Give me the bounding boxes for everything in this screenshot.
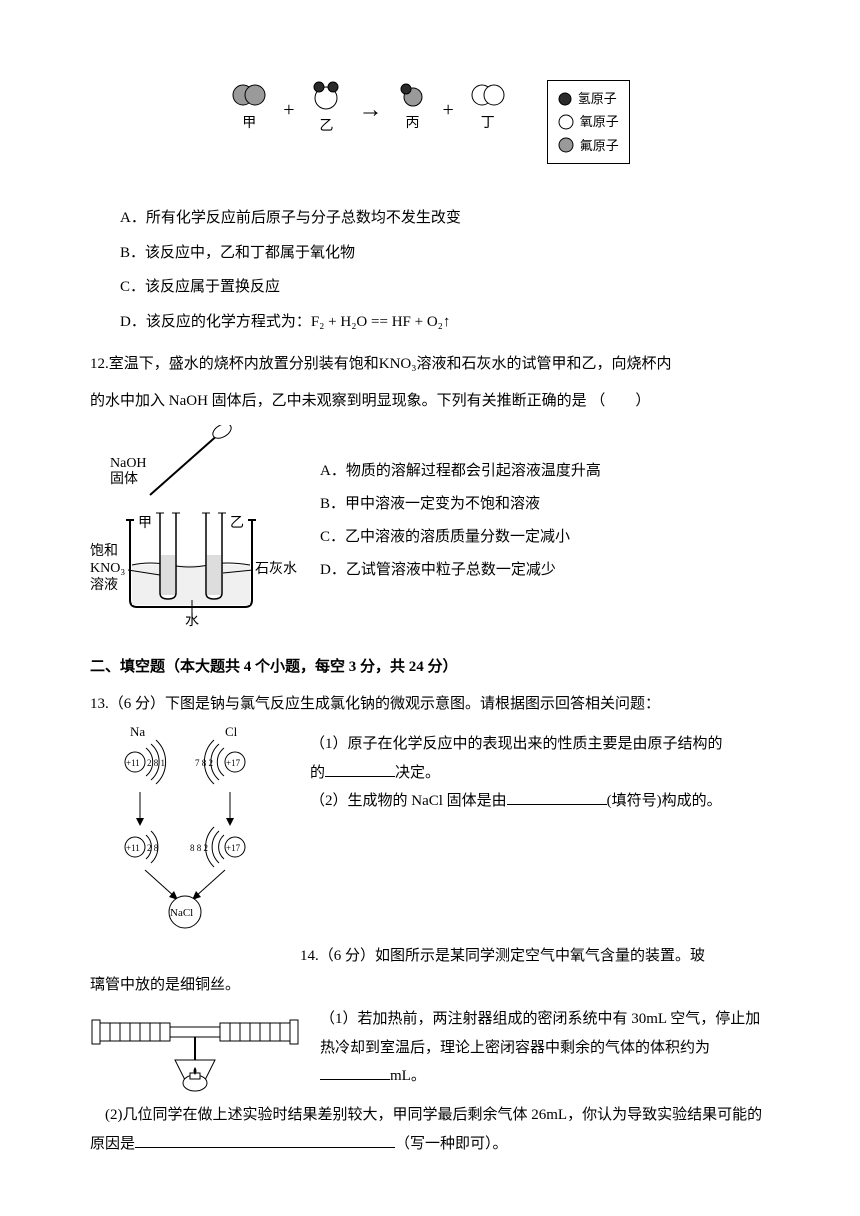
q11-option-a: A．所有化学反应前后原子与分子总数均不发生改变 (120, 204, 770, 233)
label-water: 水 (185, 613, 199, 629)
svg-text:Cl: Cl (225, 724, 238, 739)
legend-hydrogen: 氢原子 (558, 87, 619, 110)
svg-text:+11: +11 (126, 758, 140, 768)
q12-block: NaOH 固体 甲 乙 饱和 KNO₃ 溶液 石灰水 水 A．物质的溶解过程都会… (90, 425, 770, 635)
q14-lead: 14.（6 分）如图所示是某同学测定空气中氧气含量的装置。玻 (300, 948, 705, 964)
label-saturated: 饱和 (90, 543, 118, 559)
plus-sign-2: + (442, 91, 453, 129)
svg-text:+17: +17 (226, 843, 241, 853)
q13-part1: （1）原子在化学反应中的表现出来的性质主要是由原子结构的的决定。 (310, 730, 770, 787)
h2o-molecule-icon (309, 80, 343, 110)
f2-molecule-icon (230, 83, 268, 107)
fluorine-atom-icon (558, 137, 574, 153)
molecule-bing: 丙 (397, 83, 427, 138)
q14-block: （1）若加热前，两注射器组成的密闭系统中有 30mL 空气，停止加热冷却到室温后… (90, 1005, 770, 1095)
svg-text:7 8 2: 7 8 2 (195, 758, 213, 768)
q12-stem-1: 12.室温下，盛水的烧杯内放置分别装有饱和KNO₃溶液和石灰水的试管甲和乙，向烧… (90, 350, 770, 379)
svg-text:+17: +17 (226, 758, 241, 768)
blank-q13-1[interactable] (325, 762, 395, 777)
q14-lead2: 璃管中放的是细铜丝。 (90, 971, 770, 1000)
label-naoh: NaOH (110, 456, 147, 471)
q12-stem-2: 的水中加入 NaOH 固体后，乙中未观察到明显现象。下列有关推断正确的是 （ ） (90, 387, 770, 416)
molecule-row: 甲 + 乙 → 丙 + 丁 (230, 80, 507, 141)
q11-d-equation: F₂ + H₂O == HF + O₂↑ (311, 314, 451, 330)
plus-sign: + (283, 91, 294, 129)
hydrogen-atom-icon (558, 92, 572, 106)
q14-lead-wrap: 14.（6 分）如图所示是某同学测定空气中氧气含量的装置。玻 (90, 942, 770, 971)
label-solution: 溶液 (90, 577, 118, 593)
blank-q14-2[interactable] (135, 1133, 395, 1148)
q12-option-d: D．乙试管溶液中粒子总数一定减少 (320, 554, 601, 587)
label-jia: 甲 (138, 516, 152, 531)
label-yi: 乙 (230, 515, 244, 531)
q14-part1: （1）若加热前，两注射器组成的密闭系统中有 30mL 空气，停止加热冷却到室温后… (320, 1011, 760, 1056)
svg-text:2 8 1: 2 8 1 (147, 758, 165, 768)
legend-box: 氢原子 氧原子 氟原子 (547, 80, 630, 164)
q12-option-c: C．乙中溶液的溶质质量分数一定减小 (320, 521, 601, 554)
label-limewater: 石灰水 (255, 561, 297, 577)
q11-option-d: D．该反应的化学方程式为：F₂ + H₂O == HF + O₂↑ (120, 308, 770, 337)
svg-text:+11: +11 (126, 843, 140, 853)
svg-text:2 8: 2 8 (147, 843, 159, 853)
q11-d-prefix: D．该反应的化学方程式为： (120, 314, 311, 330)
molecule-jia: 甲 (230, 83, 268, 138)
syringe-apparatus-icon (90, 1005, 300, 1095)
q14-unit: mL。 (390, 1068, 426, 1084)
q13-text: （1）原子在化学反应中的表现出来的性质主要是由原子结构的的决定。 （2）生成物的… (310, 730, 770, 816)
label-ding: 丁 (481, 111, 495, 138)
atomic-diagram-icon: Na Cl +11 2 8 1 +17 7 8 2 +11 2 8 +17 8 … (90, 722, 290, 932)
arrow-icon: → (358, 88, 382, 134)
q12-options: A．物质的溶解过程都会引起溶液温度升高 B．甲中溶液一定变为不饱和溶液 C．乙中… (320, 455, 601, 587)
q11-option-c: C．该反应属于置换反应 (120, 273, 770, 302)
legend-fluorine: 氟原子 (558, 134, 619, 157)
oxygen-atom-icon (558, 114, 574, 130)
legend-oxygen-label: 氧原子 (580, 110, 619, 133)
q13-p2-prefix: （2）生成物的 NaCl 固体是由 (310, 793, 507, 809)
q13-p1-suffix: 决定。 (395, 765, 440, 781)
molecule-ding: 丁 (469, 83, 507, 138)
beaker-diagram-icon: NaOH 固体 甲 乙 饱和 KNO₃ 溶液 石灰水 水 (90, 425, 300, 635)
q11-option-b: B．该反应中，乙和丁都属于氧化物 (120, 239, 770, 268)
q13-part2: （2）生成物的 NaCl 固体是由 (填符号)构成的。 (310, 787, 770, 816)
o2-molecule-icon (469, 83, 507, 107)
q13-p1-prefix: （1）原子在化学反应中的表现出来的性质主要是由原子结构的 (310, 736, 723, 752)
svg-text:Na: Na (130, 724, 145, 739)
q11-options: A．所有化学反应前后原子与分子总数均不发生改变 B．该反应中，乙和丁都属于氧化物… (120, 204, 770, 336)
q13-p2-suffix: (填符号)构成的。 (607, 793, 722, 809)
molecule-yi: 乙 (309, 80, 343, 141)
blank-q13-2[interactable] (507, 790, 607, 805)
label-solid: 固体 (110, 471, 138, 487)
label-yi: 乙 (319, 114, 333, 141)
q13-block: Na Cl +11 2 8 1 +17 7 8 2 +11 2 8 +17 8 … (90, 722, 770, 932)
blank-q14-1[interactable] (320, 1065, 390, 1080)
label-jia: 甲 (242, 111, 256, 138)
label-kno3: KNO₃ (90, 561, 125, 576)
q12-option-a: A．物质的溶解过程都会引起溶液温度升高 (320, 455, 601, 488)
q14-p2-suffix: （写一种即可）。 (395, 1136, 508, 1152)
hf-molecule-icon (397, 83, 427, 107)
svg-text:8 8 2: 8 8 2 (190, 843, 208, 853)
label-bing: 丙 (405, 111, 419, 138)
q14-text: （1）若加热前，两注射器组成的密闭系统中有 30mL 空气，停止加热冷却到室温后… (320, 1005, 770, 1091)
reaction-diagram: 甲 + 乙 → 丙 + 丁 (90, 80, 770, 164)
legend-fluorine-label: 氟原子 (580, 134, 619, 157)
legend-hydrogen-label: 氢原子 (578, 87, 617, 110)
section-2-header: 二、填空题（本大题共 4 个小题，每空 3 分，共 24 分） (90, 653, 770, 682)
q13-stem: 13.（6 分）下图是钠与氯气反应生成氯化钠的微观示意图。请根据图示回答相关问题… (90, 690, 770, 719)
q12-option-b: B．甲中溶液一定变为不饱和溶液 (320, 488, 601, 521)
q14-part2: (2)几位同学在做上述实验时结果差别较大，甲同学最后剩余气体 26mL，你认为导… (90, 1101, 770, 1158)
svg-text:NaCl: NaCl (170, 907, 193, 919)
legend-oxygen: 氧原子 (558, 110, 619, 133)
